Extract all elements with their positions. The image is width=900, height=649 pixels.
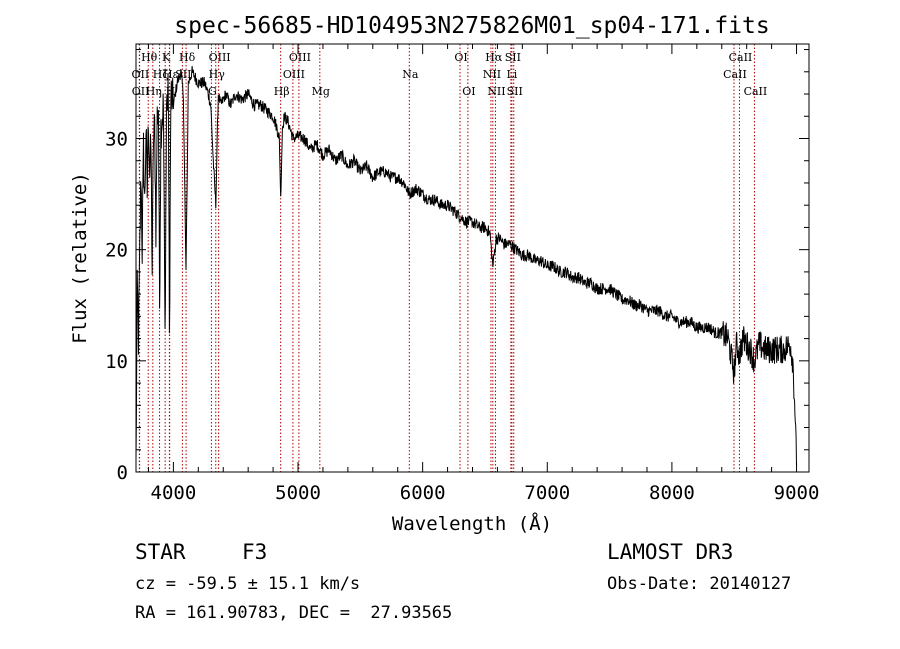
spectral-line-label: Mg bbox=[312, 85, 330, 98]
spectral-line-label: H bbox=[166, 85, 176, 98]
spectral-line-label: Na bbox=[402, 68, 419, 81]
spectral-line-label: NII bbox=[483, 68, 501, 81]
obs-date-label: Obs-Date: 20140127 bbox=[607, 574, 792, 594]
spectrum-line bbox=[135, 66, 797, 467]
spectral-line-label: Hε bbox=[163, 68, 179, 81]
spectral-line-label: K bbox=[162, 51, 171, 64]
x-axis-label: Wavelength (Å) bbox=[392, 512, 552, 535]
spectral-line-label: Hη bbox=[146, 85, 162, 98]
subclass-label: F3 bbox=[242, 540, 268, 564]
spectral-line-label: SII bbox=[505, 51, 521, 64]
spectral-line-label: CaII bbox=[744, 85, 768, 98]
y-axis-label: Flux (relative) bbox=[69, 172, 91, 344]
spectral-line-label: Hδ bbox=[179, 51, 196, 64]
spectral-line-label: NII bbox=[487, 85, 505, 98]
y-tick-label: 10 bbox=[105, 351, 128, 373]
class-label: STAR bbox=[135, 540, 186, 564]
redshift-label: cz = -59.5 ± 15.1 km/s bbox=[135, 574, 361, 594]
spectral-line-label: G bbox=[208, 85, 217, 98]
y-tick-label: 30 bbox=[105, 128, 128, 150]
spectral-line-label: OI bbox=[462, 85, 475, 98]
y-tick-label: 0 bbox=[117, 462, 128, 484]
coords-label: RA = 161.90783, DEC = 27.93565 bbox=[135, 603, 453, 623]
spectral-line-label: OIII bbox=[289, 51, 311, 64]
spectral-line-label: CaII bbox=[723, 68, 747, 81]
chart-title: spec-56685-HD104953N275826M01_sp04-171.f… bbox=[174, 13, 769, 39]
plot-frame bbox=[135, 43, 810, 473]
spectrum-series bbox=[135, 66, 797, 467]
x-tick-label: 9000 bbox=[774, 482, 820, 504]
spectral-line-label: Hζ bbox=[153, 68, 169, 81]
spectral-line-label: Hγ bbox=[209, 68, 226, 81]
spectral-line-label: Hβ bbox=[274, 85, 290, 98]
spectral-line-label: CaII bbox=[729, 51, 753, 64]
x-tick-label: 8000 bbox=[649, 482, 695, 504]
y-tick-label: 20 bbox=[105, 240, 128, 262]
spectral-line-label: SII bbox=[507, 85, 523, 98]
x-tick-label: 5000 bbox=[275, 482, 321, 504]
spectral-line-label: OI bbox=[454, 51, 467, 64]
spectral-line-label: Li bbox=[506, 68, 517, 81]
spectral-line-label: Hα bbox=[485, 51, 503, 64]
spectral-line-label: OIII bbox=[209, 51, 231, 64]
x-tick-label: 7000 bbox=[524, 482, 570, 504]
spectral-line-label: Hθ bbox=[141, 51, 158, 64]
survey-label: LAMOST DR3 bbox=[607, 540, 734, 564]
x-tick-label: 4000 bbox=[151, 482, 197, 504]
axis-ticks: 4000 5000 6000 7000 8000 9000 0 10 20 30 bbox=[105, 44, 819, 504]
spectral-line-label: SII bbox=[175, 68, 191, 81]
x-tick-label: 6000 bbox=[400, 482, 446, 504]
spectral-lines bbox=[138, 44, 755, 472]
spectral-line-label: OIII bbox=[283, 68, 305, 81]
spectral-line-label: OII bbox=[132, 68, 150, 81]
